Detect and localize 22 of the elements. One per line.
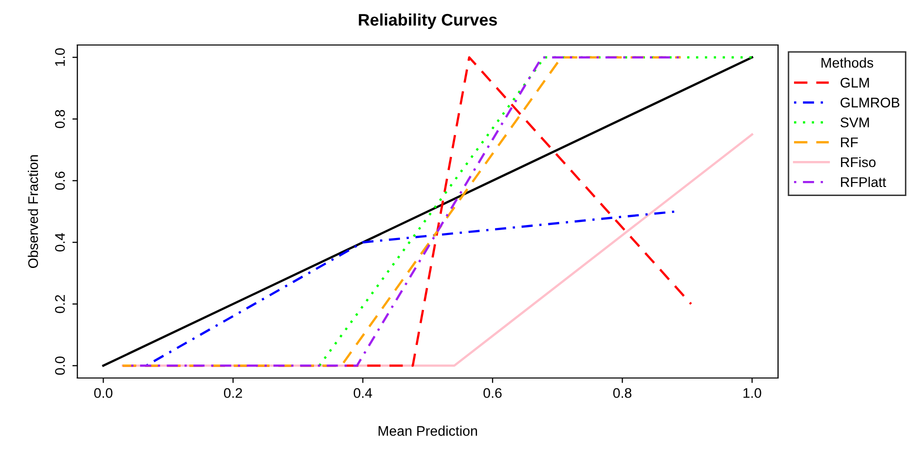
y-tick-label: 0.0	[55, 356, 65, 375]
legend-label: GLM	[840, 78, 869, 88]
legend-label: GLMROB	[840, 98, 900, 108]
y-tick-label: 0.8	[55, 110, 65, 128]
x-tick-label: 0.2	[224, 388, 242, 398]
x-tick-label: 0.8	[613, 388, 632, 398]
y-tick-label: 1.0	[55, 48, 65, 66]
legend-label: SVM	[840, 118, 869, 128]
y-tick-label: 0.4	[55, 233, 65, 252]
legend-label: RFiso	[841, 156, 876, 168]
legend-title: Methods	[822, 58, 874, 68]
y-axis-title: Observed Fraction	[28, 155, 38, 268]
x-tick-label: 0.6	[483, 388, 502, 398]
legend-label: RFPlatt	[841, 176, 886, 188]
x-tick-label: 0.0	[94, 388, 112, 398]
y-tick-label: 0.2	[55, 295, 65, 314]
y-tick-label: 0.6	[55, 172, 65, 190]
x-axis-title: Mean Prediction	[378, 426, 477, 436]
chart-title: Reliability Curves	[358, 13, 497, 30]
legend-label: RF	[841, 138, 858, 148]
x-tick-label: 1.0	[744, 388, 762, 398]
x-tick-label: 0.4	[354, 388, 372, 398]
